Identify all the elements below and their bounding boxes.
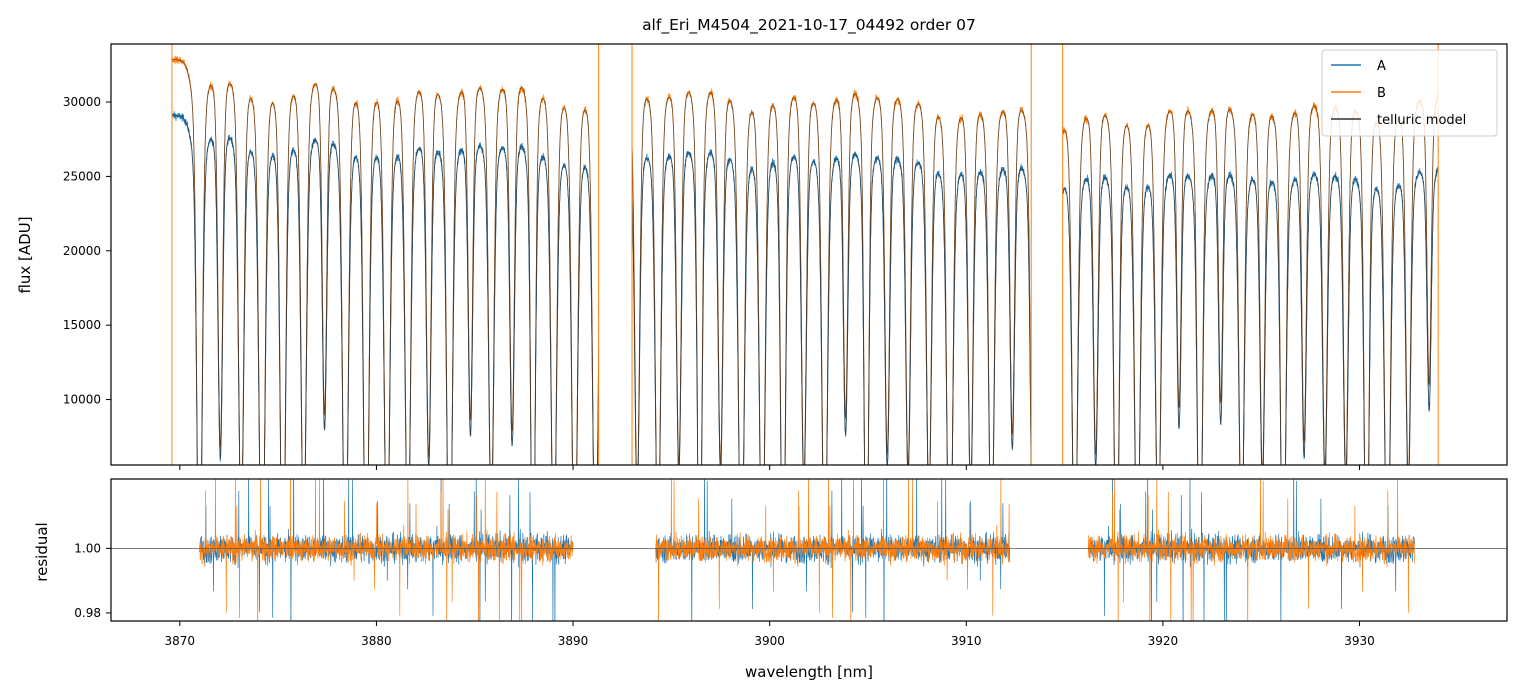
- legend: A B telluric model: [1321, 49, 1498, 137]
- residual-panel: 3870 3880 3890 3900 3910 3920 3930 0.98 1.00 re…: [33, 478, 1508, 681]
- legend-label-telluric: telluric model: [1377, 113, 1466, 128]
- x-tick-label-3880: 3880: [361, 634, 392, 648]
- legend-box: [1321, 49, 1498, 137]
- x-tick-label-3870: 3870: [165, 634, 196, 648]
- legend-label-a: A: [1377, 59, 1386, 74]
- legend-label-b: B: [1377, 86, 1386, 101]
- flux-panel: 10000 15000 20000 25000 30000 flux [ADU]: [16, 43, 1508, 470]
- x-tick-label-3910: 3910: [951, 634, 982, 648]
- x-axis-label: wavelength [nm]: [745, 663, 873, 681]
- telluric-model-a: [171, 115, 1439, 465]
- flux-y-tick-label-30000: 30000: [63, 95, 101, 109]
- x-tick-label-3920: 3920: [1148, 634, 1179, 648]
- residual-y-axis-label: residual: [33, 522, 51, 581]
- chart-title: alf_Eri_M4504_2021-10-17_04492 order 07: [642, 16, 976, 35]
- x-tick-label-3930: 3930: [1344, 634, 1375, 648]
- x-tick-label-3900: 3900: [754, 634, 785, 648]
- residual-axes-frame: [110, 478, 1508, 622]
- residual-y-tick-label-0.98: 0.98: [74, 606, 101, 620]
- flux-y-tick-label-15000: 15000: [63, 318, 101, 332]
- flux-series-a: [171, 111, 1439, 465]
- flux-y-tick-label-10000: 10000: [63, 393, 101, 407]
- flux-y-tick-label-20000: 20000: [63, 244, 101, 258]
- residual-y-tick-label-1: 1.00: [74, 541, 101, 555]
- flux-y-axis-label: flux [ADU]: [16, 216, 34, 293]
- flux-y-tick-label-25000: 25000: [63, 169, 101, 183]
- residual-series-b: [199, 479, 1415, 621]
- flux-axes-frame: [110, 43, 1508, 466]
- x-tick-label-3890: 3890: [558, 634, 589, 648]
